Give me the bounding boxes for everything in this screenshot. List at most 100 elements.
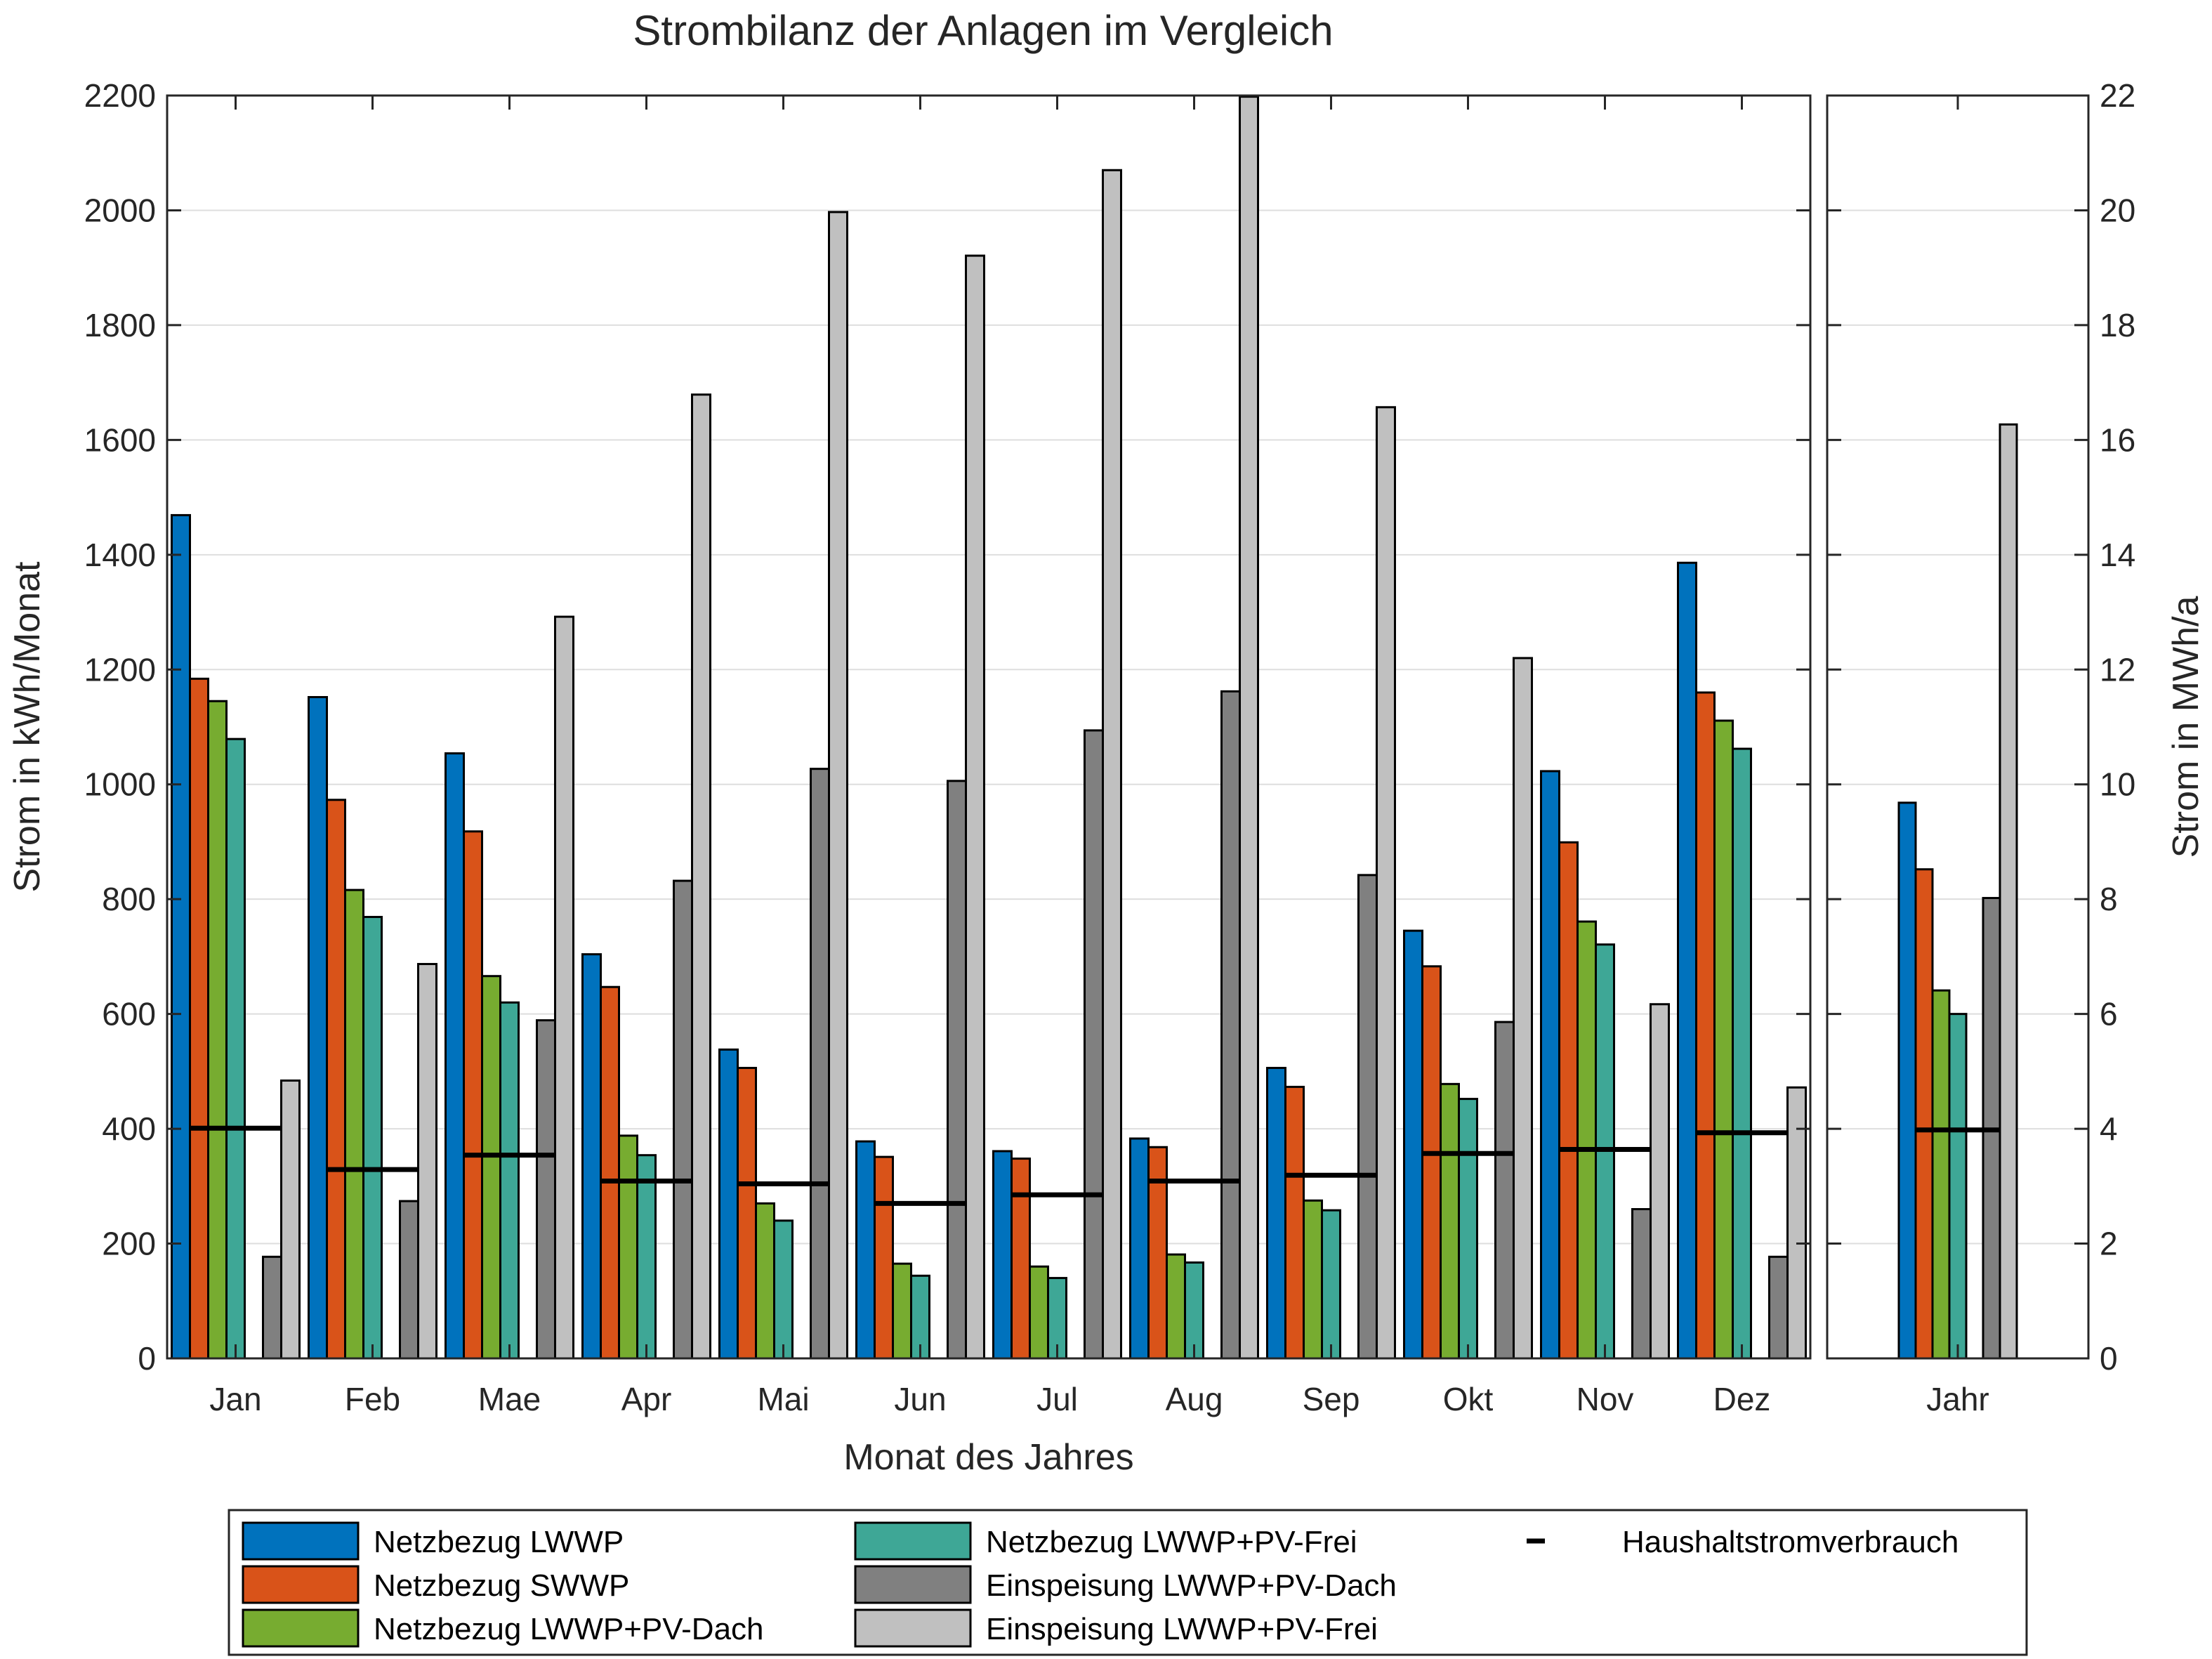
x-tick-label-aug: Aug [1166,1381,1223,1417]
bar-netzbezug-swwp-jan [189,677,209,1360]
bar-netzbezug-lwwp-pv-frei-mai [773,1219,794,1360]
legend-swatch [242,1521,360,1561]
y-tick-label: 2000 [84,192,156,228]
bar-netzbezug-lwwp-nov [1540,770,1560,1360]
legend: Netzbezug LWWP Netzbezug SWWP Netzbezug LW… [228,1509,2028,1656]
bar-netzbezug-lwwp-mai [718,1048,739,1360]
x-tick-label-feb: Feb [345,1381,400,1417]
bar-netzbezug-lwwp-pv-dach-jul [1029,1265,1049,1360]
legend-swatch [242,1608,360,1648]
y-tick-label: 4 [2100,1110,2118,1147]
bar-netzbezug-lwwp-pv-dach-jun [892,1262,912,1360]
bar-netzbezug-swwp-apr [600,985,620,1360]
bar-netzbezug-swwp-dez [1695,691,1716,1360]
bar-netzbezug-lwwp-feb [308,696,328,1360]
x-tick-label-mai: Mai [757,1381,809,1417]
bar-netzbezug-lwwp-pv-frei-feb [362,916,383,1360]
x-tick-label-dez: Dez [1713,1381,1771,1417]
bar-einspeisung-lwwp-pv-frei-jun [965,254,985,1360]
y-tick-label: 2200 [84,77,156,114]
bar-netzbezug-lwwp-pv-frei-jahr [1948,1013,1968,1360]
y-tick-label: 1600 [84,421,156,458]
legend-swatch [854,1565,972,1604]
y-tick-label: 20 [2100,192,2135,228]
y-tick-label: 200 [102,1226,156,1262]
bar-netzbezug-lwwp-pv-frei-dez [1732,747,1752,1360]
legend-item-netzbezug-lwwp: Netzbezug LWWP [242,1521,624,1561]
legend-item-netzbezug-swwp: Netzbezug SWWP [242,1565,629,1604]
legend-swatch [854,1521,972,1561]
bar-netzbezug-lwwp-pv-dach-dez [1713,719,1734,1360]
y-tick-label: 2 [2100,1226,2118,1262]
monthly-plot-frame [166,94,1812,1360]
bar-einspeisung-lwwp-pv-dach-dez [1768,1255,1789,1360]
legend-box [228,1509,2028,1656]
bar-einspeisung-lwwp-pv-frei-sep [1376,406,1396,1360]
bar-netzbezug-swwp-nov [1558,841,1579,1360]
year-bars [1897,423,2018,1360]
bar-einspeisung-lwwp-pv-frei-apr [691,393,711,1360]
y-tick-label: 800 [102,881,156,917]
bar-netzbezug-lwwp-pv-dach-jahr [1931,989,1951,1360]
legend-label: Einspeisung LWWP+PV-Dach [986,1568,1397,1603]
x-tick-label-apr: Apr [621,1381,672,1417]
monthly-household-markers [190,1125,1788,1206]
bar-einspeisung-lwwp-pv-frei-mai [828,211,848,1360]
bar-einspeisung-lwwp-pv-frei-jahr [1999,423,2018,1360]
x-tick-label-jun: Jun [894,1381,946,1417]
bar-netzbezug-lwwp-pv-dach-mai [755,1202,775,1360]
main-gridlines [167,209,1810,1245]
bar-netzbezug-swwp-okt [1421,965,1442,1360]
bar-netzbezug-lwwp-pv-dach-nov [1576,920,1597,1360]
bar-netzbezug-lwwp-pv-dach-mae [481,975,501,1360]
bar-netzbezug-lwwp-jun [855,1140,876,1360]
bar-einspeisung-lwwp-pv-dach-apr [673,879,693,1360]
legend-label: Netzbezug LWWP+PV-Dach [374,1612,764,1646]
bar-netzbezug-lwwp-dez [1677,561,1697,1360]
y-tick-label: 10 [2100,766,2135,803]
y-tick-label: 1800 [84,307,156,343]
bar-netzbezug-lwwp-pv-frei-apr [636,1154,657,1360]
x-tick-label-mae: Mae [478,1381,541,1417]
x-tick-label-jul: Jul [1036,1381,1078,1417]
legend-swatch [242,1565,360,1604]
bar-einspeisung-lwwp-pv-frei-okt [1513,657,1533,1360]
y-tick-label: 0 [2100,1340,2118,1377]
bar-netzbezug-lwwp-jan [171,513,191,1360]
bar-netzbezug-lwwp-jul [992,1150,1013,1360]
bar-netzbezug-lwwp-pv-dach-aug [1166,1253,1186,1360]
bar-netzbezug-lwwp-pv-dach-apr [618,1134,638,1360]
bar-einspeisung-lwwp-pv-frei-jul [1102,169,1122,1360]
x-axis-title: Monat des Jahres [843,1437,1133,1478]
legend-item-netzbezug-lwwp-pv-frei: Netzbezug LWWP+PV-Frei [854,1521,1357,1561]
y-tick-label: 6 [2100,996,2118,1032]
bar-einspeisung-lwwp-pv-dach-jul [1084,729,1104,1360]
legend-item-haushaltstromverbrauch: Haushaltstromverbrauch [1527,1525,1958,1559]
monthly-bars [171,96,1807,1360]
y-tick-label: 1400 [84,537,156,573]
y-tick-label: 1000 [84,766,156,803]
bar-netzbezug-lwwp-sep [1266,1066,1286,1360]
bar-einspeisung-lwwp-pv-dach-mai [810,768,830,1360]
y-tick-label: 8 [2100,881,2118,917]
bar-einspeisung-lwwp-pv-frei-mae [554,615,574,1360]
bar-netzbezug-lwwp-apr [581,953,602,1360]
legend-label: Haushaltstromverbrauch [1622,1525,1958,1559]
y-tick-label: 12 [2100,651,2135,688]
bar-einspeisung-lwwp-pv-dach-mae [536,1019,556,1360]
bar-einspeisung-lwwp-pv-dach-okt [1494,1021,1515,1360]
monthly-axis-ticks: 0 200 400 600 800 1000 1200 1400 1600 1800 2000 220… [84,77,1810,1417]
bar-netzbezug-lwwp-pv-frei-sep [1321,1209,1341,1360]
bar-netzbezug-swwp-feb [326,799,346,1360]
bar-einspeisung-lwwp-pv-dach-nov [1631,1208,1652,1360]
x-tick-label-jahr: Jahr [1926,1381,1989,1417]
x-tick-label-sep: Sep [1303,1381,1360,1417]
legend-swatch [854,1608,972,1648]
legend-label: Netzbezug SWWP [374,1568,629,1603]
bar-einspeisung-lwwp-pv-dach-feb [399,1200,419,1360]
year-axis-ticks: 0 2 4 6 8 10 12 14 16 18 20 22 Jahr [1827,77,2135,1417]
bar-einspeisung-lwwp-pv-frei-nov [1650,1003,1670,1360]
bar-einspeisung-lwwp-pv-dach-sep [1357,874,1378,1360]
bar-einspeisung-lwwp-pv-dach-jun [947,780,967,1360]
